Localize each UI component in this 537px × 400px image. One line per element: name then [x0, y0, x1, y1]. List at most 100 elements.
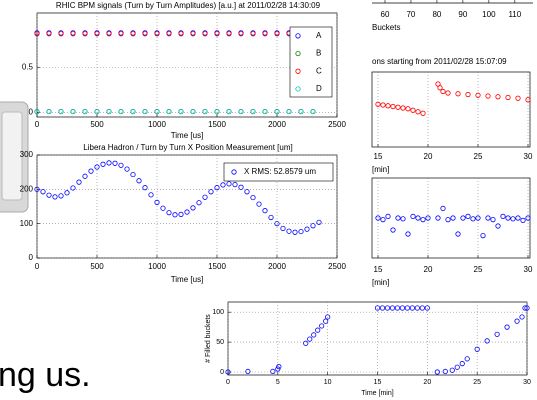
y-tick-label: 0 [29, 253, 34, 262]
data-point [100, 161, 106, 167]
data-point [178, 211, 184, 217]
data-point [256, 201, 262, 207]
data-point [190, 205, 196, 211]
data-point [304, 226, 310, 232]
x-tick-label: 25 [473, 379, 481, 386]
data-point [88, 168, 94, 174]
x-axis-label: Time [us] [171, 275, 204, 284]
data-point [524, 305, 530, 311]
data-point [480, 233, 486, 239]
data-point [94, 164, 100, 170]
data-point [52, 194, 58, 200]
data-point [519, 314, 525, 320]
legend-marker [295, 33, 301, 39]
data-point [112, 160, 118, 166]
x-tick-label: 15 [374, 265, 383, 274]
x-tick-label: 2500 [328, 120, 346, 129]
x-tick-label: 2500 [328, 262, 346, 271]
data-point [325, 314, 331, 320]
device-face [1, 111, 23, 201]
data-point [202, 108, 208, 115]
data-point [420, 110, 426, 116]
x-tick-label: 2000 [268, 262, 286, 271]
data-point [142, 108, 148, 115]
data-point [226, 108, 232, 115]
x-tick-label: 15 [374, 379, 382, 386]
data-point [394, 305, 401, 311]
data-point [148, 192, 154, 198]
legend-marker [231, 169, 237, 175]
data-point [440, 205, 446, 211]
data-point [106, 160, 112, 166]
data-point [494, 331, 500, 337]
data-point [76, 179, 82, 185]
data-point [425, 215, 431, 221]
data-point [475, 92, 481, 98]
data-point [166, 210, 172, 216]
x-axis-label: [min] [372, 165, 389, 174]
x-tick-label: 110 [508, 10, 521, 19]
plot-frame [36, 12, 338, 118]
data-point [106, 31, 112, 37]
x-axis-label: Time [min] [361, 390, 393, 397]
data-point [385, 103, 391, 109]
data-point [399, 305, 406, 311]
data-point [124, 166, 130, 172]
y-axis-label: # Filled buckets [205, 314, 212, 363]
data-point [274, 221, 280, 227]
data-point [64, 190, 70, 196]
x-tick-label: 70 [406, 10, 415, 19]
data-point [470, 216, 476, 222]
x-tick-label: 5 [276, 379, 280, 386]
data-point [495, 94, 501, 100]
data-point [208, 189, 214, 195]
x-tick-label: 30 [523, 379, 531, 386]
data-point [82, 173, 88, 179]
data-point [390, 227, 396, 233]
data-point [190, 31, 196, 37]
data-point [154, 108, 160, 115]
x-tick-label: 1000 [148, 262, 166, 271]
data-point [500, 213, 506, 219]
x-tick-label: 1500 [208, 262, 226, 271]
data-point [437, 85, 443, 91]
data-point [238, 31, 244, 37]
data-point [455, 91, 461, 97]
x-tick-label: 500 [90, 262, 104, 271]
data-point [154, 199, 160, 205]
data-point [58, 31, 64, 37]
data-point [130, 31, 136, 37]
data-point [136, 178, 142, 184]
y-tick-label: 200 [20, 184, 34, 193]
data-point [384, 305, 391, 311]
data-point [310, 108, 316, 115]
data-point [385, 213, 391, 219]
data-point [94, 31, 100, 37]
data-point [405, 231, 411, 237]
data-point [70, 31, 76, 37]
data-point [214, 108, 220, 115]
data-point [286, 108, 292, 115]
data-point [268, 214, 274, 221]
x-tick-label: 0 [226, 379, 230, 386]
data-point [34, 31, 40, 37]
data-point [316, 219, 322, 225]
x-tick-label: 30 [524, 265, 533, 274]
data-point [510, 216, 516, 222]
x-tick-label: 20 [424, 152, 433, 161]
x-tick-label: 0 [35, 120, 40, 129]
data-point [274, 31, 280, 37]
legend-box [289, 26, 333, 98]
x-tick-label: 25 [474, 152, 483, 161]
data-point [226, 31, 232, 37]
legend-marker [295, 86, 301, 92]
data-point [515, 95, 521, 101]
data-point [58, 108, 64, 115]
data-point [389, 305, 396, 311]
data-point [319, 323, 325, 329]
data-point [420, 217, 426, 223]
plot-frame [371, 71, 531, 148]
data-point [262, 208, 268, 214]
data-point [442, 368, 448, 375]
data-point [374, 305, 381, 311]
